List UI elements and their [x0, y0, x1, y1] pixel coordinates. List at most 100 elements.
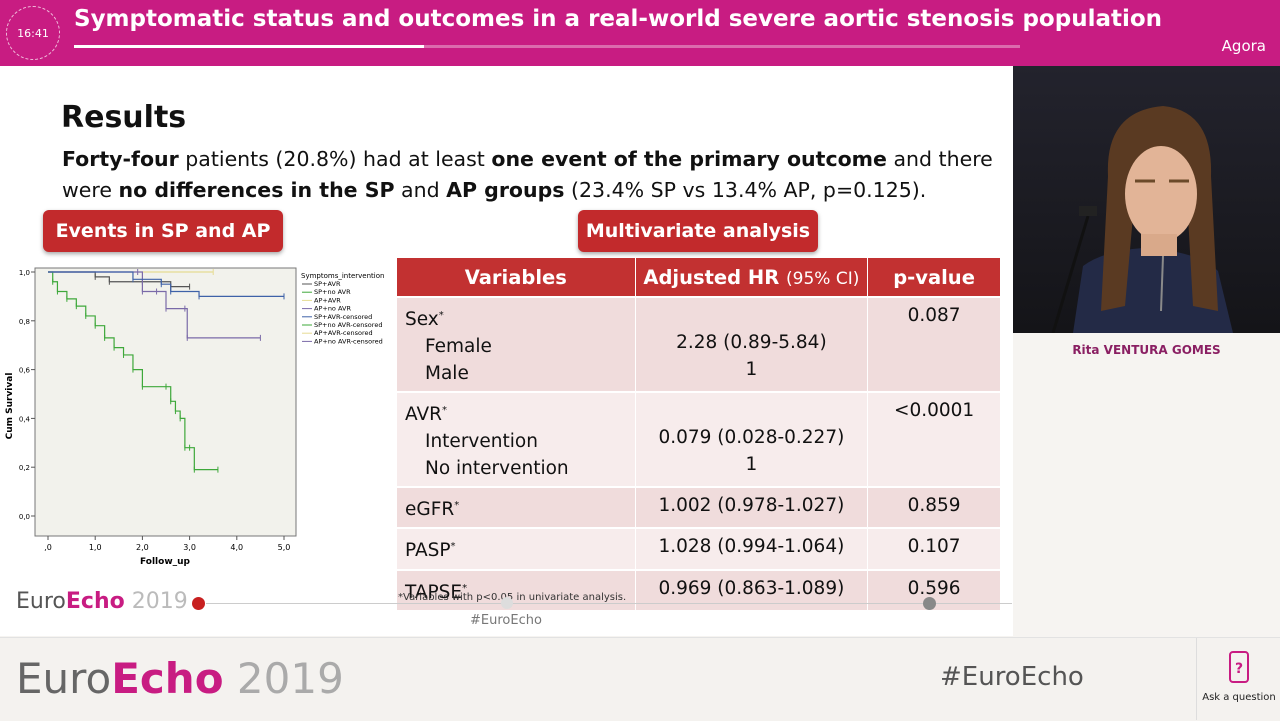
events-badge: Events in SP and AP — [43, 210, 283, 252]
sex-p: 0.087 — [907, 305, 961, 326]
slide: Results Forty-four patients (20.8%) had … — [0, 66, 1013, 636]
col-hr-sub: (95% CI) — [786, 268, 860, 289]
y-tick-label: 0,6 — [19, 367, 31, 375]
variable-label: AVR* — [405, 397, 627, 428]
legend-label: SP+no AVR — [314, 288, 351, 296]
room-label: Agora — [1221, 37, 1266, 55]
legend-title: Symptoms_intervention — [301, 272, 384, 280]
footer-logo-year: 2019 — [236, 654, 344, 703]
summary-text-4: (23.4% SP vs 13.4% AP, p=0.125). — [564, 178, 927, 202]
egfr-hr: 1.002 (0.978-1.027) — [658, 495, 845, 517]
y-tick-label: 0,4 — [19, 415, 31, 423]
cell-hr: 2.28 (0.89-5.84) 1 — [636, 298, 867, 391]
col-hr: Adjusted HR (95% CI) — [635, 258, 868, 296]
y-tick-label: 1,0 — [19, 269, 30, 277]
cell-pvalue: 0.859 — [868, 488, 1000, 527]
sex-male-hr: 1 — [745, 359, 758, 380]
slide-logo: EuroEcho 2019 — [16, 589, 188, 614]
legend-label: SP+AVR — [314, 280, 341, 288]
session-title: Symptomatic status and outcomes in a rea… — [74, 6, 1163, 32]
cell-pvalue: 0.596 — [868, 571, 1000, 610]
sex-female-hr: 2.28 (0.89-5.84) — [676, 332, 827, 353]
tapse-hr: 0.969 (0.863-1.089) — [658, 577, 845, 599]
footer-logo: EuroEcho 2019 — [16, 654, 344, 703]
summary-text-2: and there were — [62, 147, 993, 202]
footer-logo-echo: Echo — [111, 654, 224, 703]
footer-logo-euro: Euro — [16, 654, 112, 703]
summary-bold-4: AP groups — [446, 178, 565, 202]
x-tick-label: 4,0 — [230, 543, 243, 552]
svg-text:?: ? — [1235, 661, 1243, 677]
logo-euro: Euro — [16, 589, 66, 614]
slide-nav-line — [206, 603, 1012, 604]
egfr-label: eGFR — [405, 499, 455, 521]
pasp-label: PASP — [405, 540, 451, 562]
table-footnote: *Variables with p<0.05 in univariate ana… — [398, 592, 627, 603]
summary-text-1: patients (20.8%) had at least — [178, 147, 492, 171]
speaker-name: Rita VENTURA GOMES — [1072, 343, 1221, 357]
cell-pvalue: 0.107 — [868, 529, 1000, 568]
progress-bar[interactable] — [74, 45, 1020, 48]
slide-nav-dot[interactable] — [923, 597, 936, 610]
x-axis-label: Follow_up — [140, 557, 191, 567]
legend-label: SP+AVR-censored — [314, 313, 372, 321]
legend-label: AP+AVR-censored — [314, 329, 373, 337]
summary-bold-1: Forty-four — [62, 147, 179, 171]
legend-label: AP+AVR — [314, 296, 341, 304]
x-tick-label: 5,0 — [278, 543, 291, 552]
egfr-sup: * — [454, 500, 460, 512]
cell-pvalue: 0.087 — [868, 298, 1000, 391]
cell-hr: 1.002 (0.978-1.027) — [636, 488, 867, 527]
logo-year: 2019 — [131, 589, 188, 614]
results-summary: Forty-four patients (20.8%) had at least… — [62, 144, 1002, 206]
variable-label: Sex* — [405, 302, 627, 333]
pasp-hr: 1.028 (0.994-1.064) — [658, 536, 845, 558]
summary-bold-2: one event of the primary outcome — [491, 147, 887, 171]
sex-female: Female — [425, 336, 492, 358]
footer-hashtag: #EuroEcho — [940, 662, 1084, 692]
ask-question-button[interactable]: ? Ask a question — [1196, 638, 1280, 720]
progress-fill — [74, 45, 425, 48]
ask-question-label: Ask a question — [1202, 692, 1276, 703]
col-hr-label: Adjusted HR — [643, 265, 780, 289]
multivariate-table: Variables Adjusted HR (95% CI) p-value S… — [396, 256, 1001, 612]
slide-hashtag: #EuroEcho — [470, 613, 542, 628]
x-tick-label: 2,0 — [136, 543, 149, 552]
avr-noint-hr: 1 — [745, 454, 758, 476]
cell-variable: TAPSE* — [397, 571, 635, 610]
x-tick-label: 1,0 — [89, 543, 102, 552]
legend-label: SP+no AVR-censored — [314, 321, 382, 329]
slide-nav-dot-active[interactable] — [192, 597, 205, 610]
multivariate-badge: Multivariate analysis — [578, 210, 818, 252]
sex-sup: * — [438, 310, 444, 321]
pasp-p: 0.107 — [907, 536, 961, 558]
tapse-sup: * — [462, 582, 468, 594]
table-header-row: Variables Adjusted HR (95% CI) p-value — [397, 258, 1000, 296]
cell-variable: PASP* — [397, 529, 635, 568]
legend-label: AP+no AVR-censored — [314, 337, 383, 345]
speaker-image — [1013, 66, 1280, 333]
table-row: PASP* 1.028 (0.994-1.064) 0.107 — [397, 529, 1000, 569]
col-pvalue: p-value — [868, 258, 1000, 296]
y-tick-label: 0,0 — [19, 513, 30, 521]
cell-variable: Sex* Female Male — [397, 298, 635, 391]
col-variables: Variables — [397, 258, 635, 296]
cell-pvalue: <0.0001 — [868, 393, 1000, 486]
pasp-sup: * — [450, 541, 456, 553]
speaker-video — [1013, 66, 1280, 333]
slide-nav-dot[interactable] — [501, 597, 513, 609]
footer — [0, 637, 1280, 721]
summary-text-3: and — [394, 178, 447, 202]
cell-hr: 0.969 (0.863-1.089) — [636, 571, 867, 610]
x-tick-label: 3,0 — [183, 543, 196, 552]
cell-variable: AVR* Intervention No intervention — [397, 393, 635, 486]
logo-echo: Echo — [65, 589, 125, 614]
tapse-p: 0.596 — [907, 577, 961, 599]
legend-label: AP+no AVR — [314, 305, 351, 313]
avr-label: AVR — [405, 404, 442, 426]
plot-area — [34, 267, 297, 537]
x-tick-label: ,0 — [44, 543, 52, 552]
table-row: Sex* Female Male 2.28 (0.89-5.84) 1 0.08… — [397, 298, 1000, 392]
tapse-label: TAPSE — [405, 581, 463, 603]
y-tick-label: 0,2 — [19, 464, 30, 472]
